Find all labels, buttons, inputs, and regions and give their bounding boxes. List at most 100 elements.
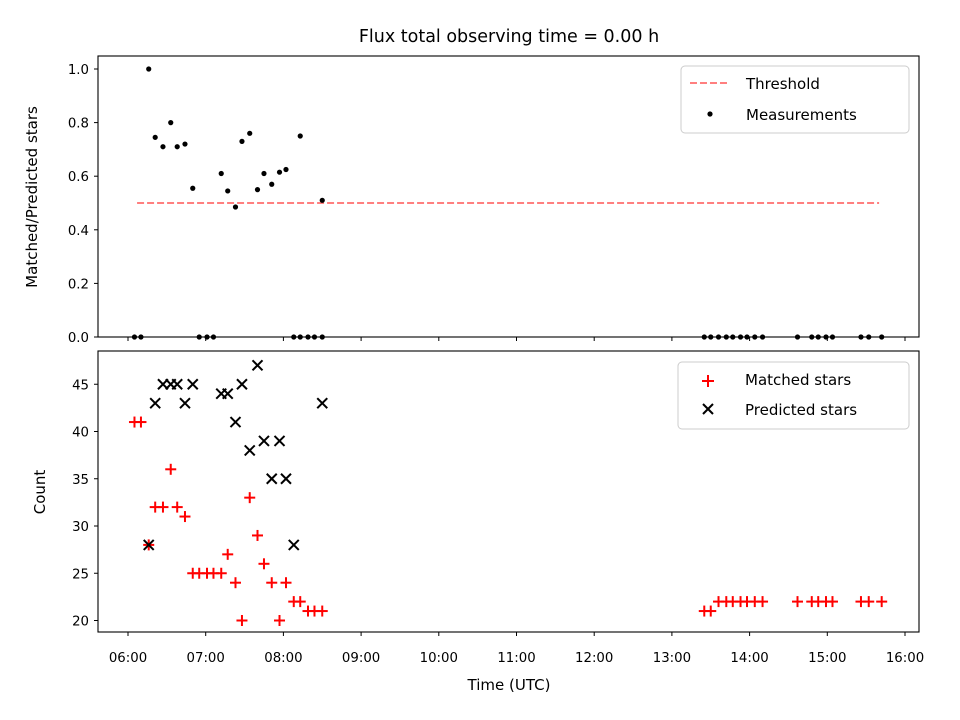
bottom-axes: 06:00 07:00 08:00 09:00 10:00 11:00 12:00 13:00…: [72, 378, 924, 666]
measurement-point: [744, 334, 750, 340]
measurement-point: [276, 169, 283, 175]
top-y-tick-label: 0.4: [68, 224, 89, 239]
measurement-point: [261, 170, 267, 177]
predicted-stars-legend-label: Predicted stars: [745, 401, 857, 419]
matched-star-point: [157, 501, 169, 513]
bottom-y-tick-label: 30: [72, 520, 89, 535]
measurement-point: [174, 144, 180, 150]
measurement-point: [305, 334, 311, 340]
bottom-y-tick-label: 45: [72, 378, 89, 393]
measurement-point: [823, 334, 829, 340]
matched-star-point: [179, 511, 191, 523]
measurement-point: [254, 187, 261, 193]
top-panel: 0.0 0.2 0.4 0.6 0.8 1.0 Matched/Predicted sta…: [23, 55, 920, 346]
x-tick-label: 09:00: [342, 651, 380, 666]
bottom-y-tick-label: 35: [72, 473, 89, 488]
measurement-point: [190, 185, 196, 191]
matched-star-point: [171, 501, 183, 513]
matched-star-point: [215, 567, 227, 579]
x-tick-label: 16:00: [886, 651, 924, 666]
top-axes: 0.0 0.2 0.4 0.6 0.8 1.0: [68, 63, 906, 346]
measurement-point: [319, 334, 325, 340]
measurement-point: [759, 334, 766, 340]
top-y-tick-label: 1.0: [68, 63, 89, 78]
measurements-legend-label: Measurements: [746, 106, 857, 124]
matched-star-point: [266, 577, 278, 589]
bottom-y-axis-label: Count: [31, 470, 49, 515]
bottom-legend-box: [677, 361, 910, 430]
measurement-point: [730, 334, 736, 340]
predicted-star-point: [266, 473, 278, 485]
predicted-star-point: [149, 397, 161, 409]
top-y-tick-label: 0.8: [68, 117, 89, 132]
measurement-point: [152, 134, 158, 140]
measurement-point: [196, 334, 202, 340]
measurement-point: [225, 188, 231, 194]
predicted-star-point: [244, 444, 256, 457]
x-tick-label: 13:00: [653, 651, 691, 666]
bottom-marks: [128, 359, 888, 626]
measurement-point: [858, 334, 864, 340]
predicted-star-point: [179, 397, 191, 409]
predicted-star-point: [288, 539, 300, 551]
measurement-point: [866, 334, 872, 340]
predicted-star-point: [273, 435, 286, 447]
x-tick-label: 06:00: [109, 651, 147, 666]
top-legend: Threshold Measurements: [680, 65, 910, 134]
measurement-point: [829, 334, 836, 340]
top-legend-box: [680, 65, 910, 134]
measurement-point: [269, 181, 275, 187]
measurement-point: [218, 170, 224, 177]
bottom-plot-frame: [97, 350, 920, 633]
predicted-star-point: [222, 387, 234, 400]
measurement-point: [239, 138, 245, 144]
matched-star-point: [826, 596, 838, 608]
measurement-point: [879, 334, 885, 340]
top-plot-frame: [97, 55, 920, 338]
measurements-legend-swatch: [707, 111, 713, 117]
predicted-stars-legend-swatch: [702, 403, 714, 415]
matched-star-point: [165, 463, 177, 475]
predicted-star-point: [258, 435, 270, 447]
top-y-tick-label: 0.2: [68, 277, 89, 292]
measurement-point: [146, 66, 152, 72]
measurement-point: [809, 334, 815, 340]
x-tick-label: 15:00: [808, 651, 846, 666]
measurement-point: [311, 334, 318, 340]
measurement-point: [182, 141, 188, 147]
matched-star-point: [705, 605, 717, 617]
x-axis-label: Time (UTC): [467, 676, 551, 694]
measurement-point: [319, 197, 325, 203]
predicted-star-point: [143, 539, 155, 551]
measurement-point: [297, 334, 303, 340]
x-tick-label: 11:00: [497, 651, 535, 666]
matched-star-point: [316, 605, 328, 617]
measurement-point: [138, 334, 144, 340]
measurement-point: [737, 334, 744, 340]
bottom-y-tick-label: 20: [72, 615, 89, 630]
matched-star-point: [876, 596, 888, 608]
predicted-star-point: [187, 378, 199, 390]
predicted-star-point: [229, 416, 242, 428]
measurement-point: [715, 334, 722, 340]
measurement-point: [283, 166, 289, 173]
measurement-point: [131, 334, 138, 340]
measurement-point: [232, 204, 239, 210]
matched-star-point: [229, 577, 241, 589]
predicted-star-point: [251, 359, 264, 372]
matched-star-point: [244, 492, 256, 504]
predicted-star-point: [280, 473, 292, 485]
top-y-axis-label: Matched/Predicted stars: [23, 106, 41, 288]
matched-star-point: [252, 529, 263, 541]
predicted-star-point: [316, 397, 328, 409]
measurement-point: [160, 144, 166, 150]
measurement-point: [708, 334, 714, 340]
bottom-y-tick-label: 25: [72, 567, 89, 582]
x-tick-label: 12:00: [575, 651, 613, 666]
predicted-star-point: [236, 378, 248, 390]
matched-star-point: [274, 615, 286, 626]
matched-star-point: [135, 416, 147, 428]
measurement-point: [210, 334, 217, 340]
top-y-tick-label: 0.0: [68, 331, 89, 346]
